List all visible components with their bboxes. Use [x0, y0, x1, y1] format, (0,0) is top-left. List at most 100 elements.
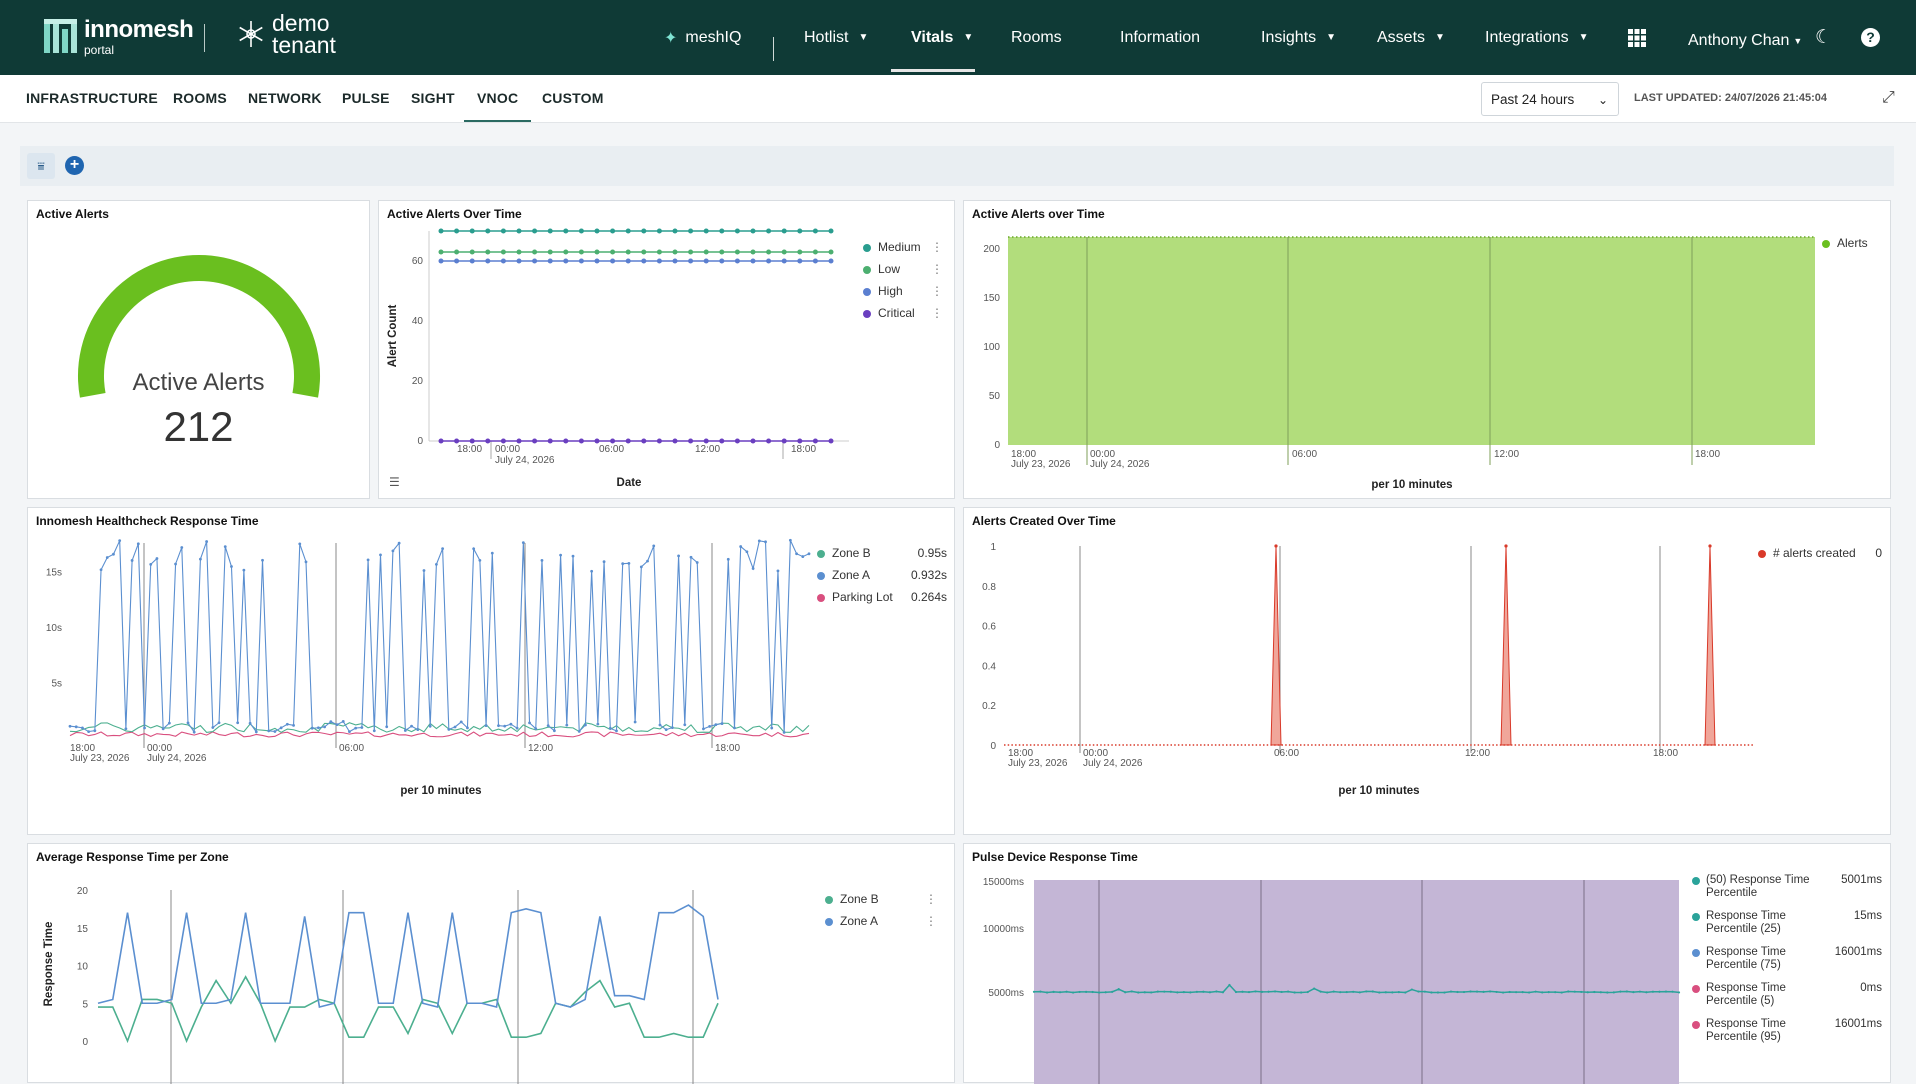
caret-down-icon: ▼: [858, 32, 869, 43]
tab-custom[interactable]: CUSTOM: [542, 90, 604, 106]
data-point: [546, 724, 550, 728]
data-point: [1091, 990, 1094, 994]
legend-item[interactable]: Response Time Percentile (75) 16001ms: [1692, 946, 1882, 982]
more-vert-icon[interactable]: ⋮: [925, 914, 937, 928]
legend-item[interactable]: Zone A ⋮: [825, 910, 937, 932]
data-point: [354, 726, 358, 730]
data-point: [641, 258, 647, 264]
legend-item[interactable]: Parking Lot 0.264s: [817, 586, 947, 608]
legend-item[interactable]: Response Time Percentile (95) 16001ms: [1692, 1018, 1882, 1054]
legend-item[interactable]: Zone A 0.932s: [817, 564, 947, 586]
data-point: [1469, 990, 1472, 993]
data-point: [782, 730, 786, 734]
legend-item[interactable]: # alerts created 0: [1758, 542, 1882, 564]
data-point: [143, 726, 146, 730]
tab-rooms[interactable]: ROOMS: [173, 90, 227, 106]
moon-icon[interactable]: ☾: [1815, 27, 1833, 48]
apps-grid-icon[interactable]: [1628, 0, 1646, 75]
data-point: [610, 249, 616, 255]
data-point: [552, 729, 556, 733]
legend-item[interactable]: Alerts: [1822, 232, 1882, 254]
user-menu[interactable]: Anthony Chan ▼: [1688, 3, 1802, 78]
legend-label: Medium: [878, 240, 921, 254]
legend-label: Low: [878, 262, 901, 276]
tab-pulse[interactable]: PULSE: [342, 90, 390, 106]
caret-down-icon: ▼: [963, 32, 974, 43]
legend-item[interactable]: (50) Response Time Percentile 5001ms: [1692, 874, 1882, 910]
more-vert-icon[interactable]: ⋮: [931, 262, 943, 276]
data-point: [1651, 990, 1655, 993]
tenant-line2: tenant: [272, 32, 336, 58]
data-point: [478, 558, 482, 562]
x-tick-label: 18:00: [457, 444, 482, 455]
nav-integrations[interactable]: Integrations ▼: [1485, 0, 1589, 75]
legend-item[interactable]: Zone B ⋮: [825, 888, 937, 910]
list-icon[interactable]: ☰: [389, 475, 400, 489]
data-point: [745, 550, 749, 554]
nav-rooms[interactable]: Rooms: [1011, 0, 1062, 75]
legend-dot: [1758, 549, 1766, 558]
data-point: [485, 438, 491, 444]
data-point: [720, 722, 724, 725]
data-point: [1671, 990, 1674, 993]
time-range-select[interactable]: Past 24 hours ⌄: [1481, 82, 1619, 116]
nav-hotlist[interactable]: Hotlist ▼: [804, 0, 868, 75]
data-point: [490, 551, 494, 555]
data-point: [434, 562, 438, 566]
tab-vnoc[interactable]: VNOC: [464, 75, 532, 122]
tab-sight[interactable]: SIGHT: [411, 90, 455, 106]
data-point: [801, 555, 805, 558]
data-point: [1280, 990, 1283, 994]
legend-item[interactable]: Medium ⋮: [863, 236, 943, 258]
brand-logo[interactable]: innomesh portal: [44, 18, 194, 56]
fullscreen-icon[interactable]: ⤢: [1882, 89, 1895, 106]
data-point: [807, 552, 811, 556]
nav-insights[interactable]: Insights ▼: [1261, 0, 1336, 75]
data-point: [149, 562, 153, 566]
data-point: [1508, 990, 1511, 994]
filter-button[interactable]: ⩸: [27, 153, 55, 179]
y-tick-label: 15: [77, 924, 89, 935]
data-point: [1195, 990, 1198, 993]
nav-vitals[interactable]: Vitals ▼: [890, 0, 976, 75]
data-point: [285, 722, 289, 726]
legend-item[interactable]: Low ⋮: [863, 258, 943, 280]
data-point: [770, 726, 774, 730]
data-point: [688, 249, 694, 255]
data-point: [199, 557, 202, 561]
legend-item[interactable]: Response Time Percentile (25) 15ms: [1692, 910, 1882, 946]
data-point: [559, 553, 562, 557]
data-point: [1475, 990, 1479, 993]
data-point: [672, 228, 678, 234]
help-icon[interactable]: ?: [1861, 0, 1880, 75]
nav-assets[interactable]: Assets ▼: [1377, 0, 1445, 75]
legend-label: Zone A: [840, 914, 879, 928]
legend-item[interactable]: Response Time Percentile (5) 0ms: [1692, 982, 1882, 1018]
data-point: [688, 258, 694, 264]
data-point: [366, 558, 370, 562]
data-point: [610, 258, 616, 264]
legend-item[interactable]: Zone B 0.95s: [817, 542, 947, 564]
more-vert-icon[interactable]: ⋮: [931, 240, 943, 254]
more-vert-icon[interactable]: ⋮: [931, 284, 943, 298]
legend-item[interactable]: Critical ⋮: [863, 302, 943, 324]
x-tick-label: 18:00: [1653, 748, 1678, 759]
legend-dot: [863, 287, 871, 296]
nav-meshiq[interactable]: ✦ meshIQ: [664, 0, 741, 75]
data-point: [703, 228, 709, 234]
nav-information[interactable]: Information: [1120, 0, 1200, 75]
data-point: [453, 725, 457, 729]
data-point: [379, 553, 382, 557]
more-vert-icon[interactable]: ⋮: [931, 306, 943, 320]
tab-network[interactable]: NETWORK: [248, 90, 322, 106]
data-point: [656, 438, 662, 444]
tab-infrastructure[interactable]: INFRASTRUCTURE: [26, 90, 158, 106]
data-point: [428, 724, 432, 728]
add-button[interactable]: +: [65, 156, 84, 175]
legend-label: Zone B: [832, 546, 871, 560]
y-tick-label: 5: [82, 999, 88, 1010]
more-vert-icon[interactable]: ⋮: [925, 892, 937, 906]
nav-hotlist-label: Hotlist: [804, 28, 849, 46]
legend-item[interactable]: High ⋮: [863, 280, 943, 302]
data-point: [341, 720, 345, 723]
